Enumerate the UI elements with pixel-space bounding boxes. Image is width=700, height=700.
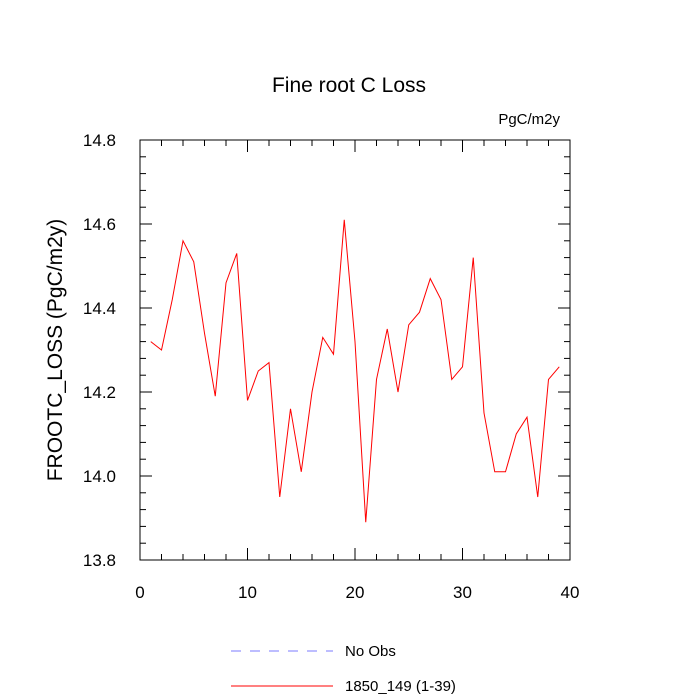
y-tick-label: 14.6 <box>83 215 116 234</box>
chart-title: Fine root C Loss <box>272 74 426 97</box>
x-tick-label: 20 <box>346 583 365 602</box>
x-tick-label: 0 <box>135 583 144 602</box>
plot-series <box>150 219 560 523</box>
y-tick-label: 14.0 <box>83 467 116 486</box>
y-axis-label: FROOTC_LOSS (PgC/m2y) <box>44 219 67 482</box>
legend-label: 1850_149 (1-39) <box>345 678 456 695</box>
y-tick-label: 14.2 <box>83 383 116 402</box>
x-tick-label: 10 <box>238 583 257 602</box>
legend-label: No Obs <box>345 643 396 660</box>
legend: No Obs 1850_149 (1-39) <box>231 643 456 695</box>
x-tick-label: 40 <box>561 583 580 602</box>
axes: 0 10 20 30 40 13.8 14.0 14.2 14.4 14.6 14.8 <box>83 131 580 602</box>
x-tick-label: 30 <box>453 583 472 602</box>
y-tick-label: 14.4 <box>83 299 116 318</box>
series-line <box>150 219 560 523</box>
y-tick-label: 13.8 <box>83 551 116 570</box>
units-label: PgC/m2y <box>498 111 560 128</box>
y-tick-label: 14.8 <box>83 131 116 150</box>
